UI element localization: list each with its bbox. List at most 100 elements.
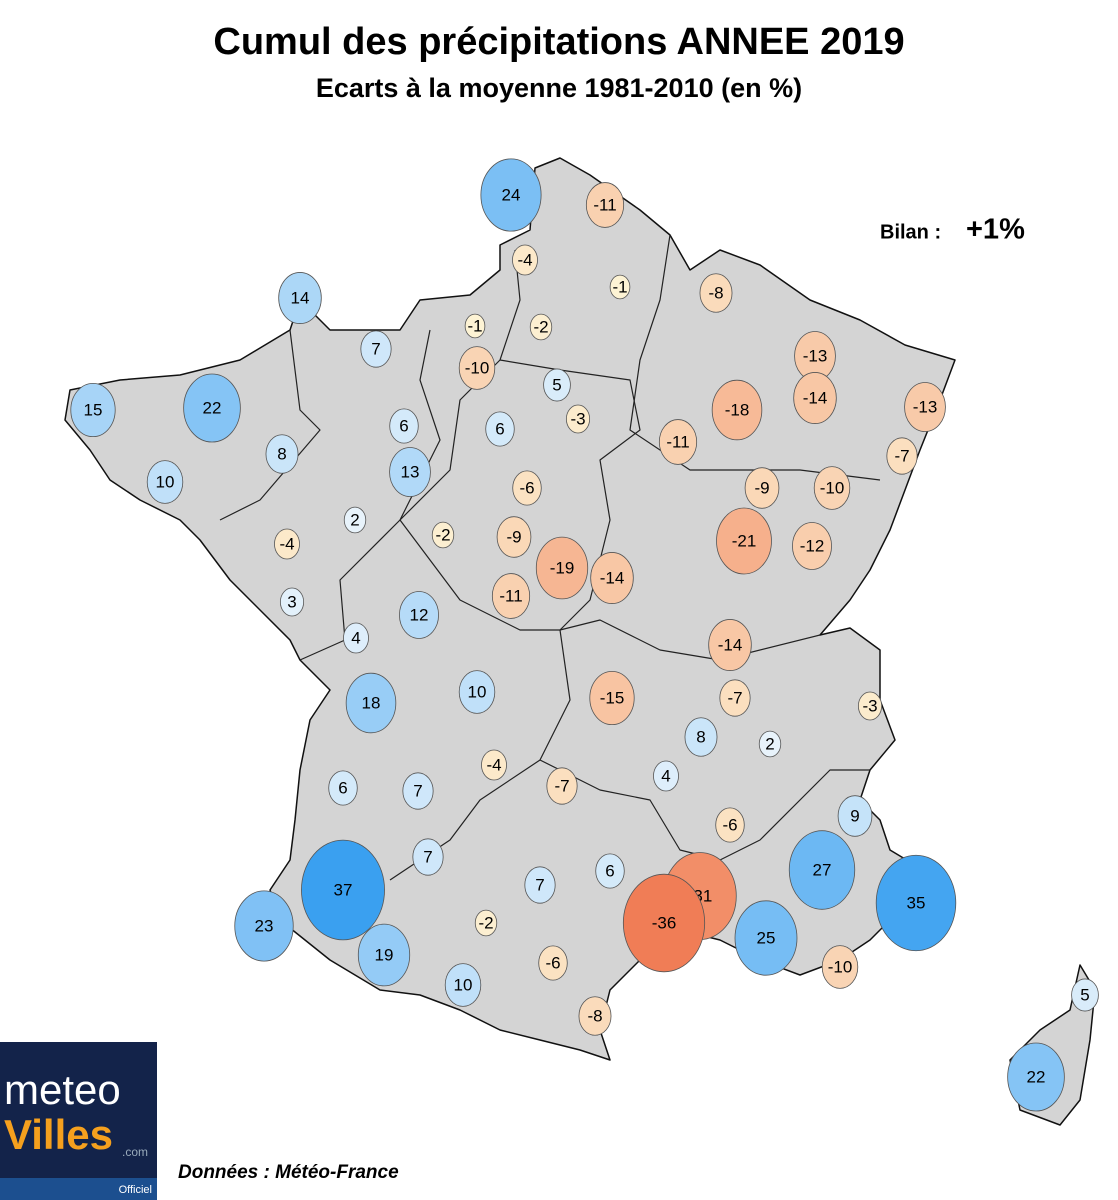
- station-bubble: [1007, 1042, 1065, 1112]
- station-value: -1: [467, 316, 482, 335]
- station-value: -12: [800, 536, 825, 555]
- station-value: 4: [661, 766, 670, 785]
- station-bubble: [464, 313, 486, 339]
- station-value: -2: [435, 525, 450, 544]
- region-border: [219, 329, 321, 521]
- station-value: 14: [291, 288, 310, 307]
- station-bubble: [716, 507, 772, 575]
- station-bubble: [431, 521, 455, 549]
- station-bubble: [234, 890, 294, 962]
- source: Données : Météo-France: [178, 1162, 399, 1183]
- station-value: -10: [828, 957, 853, 976]
- station-value: 37: [334, 880, 353, 899]
- station-bubble: [357, 923, 411, 987]
- station-bubble: [360, 330, 392, 368]
- station-value: 22: [1027, 1067, 1046, 1086]
- station-value: 5: [552, 375, 561, 394]
- station-value: -7: [554, 776, 569, 795]
- station-bubble: [699, 273, 733, 313]
- station-bubble: [653, 760, 679, 792]
- logo-line2: Villes: [4, 1111, 113, 1158]
- station-value: -10: [820, 478, 845, 497]
- station-value: 19: [375, 945, 394, 964]
- station-value: 7: [535, 875, 544, 894]
- station-value: 8: [277, 444, 286, 463]
- station-value: -9: [506, 527, 521, 546]
- station-value: -14: [803, 388, 828, 407]
- station-bubble: [837, 795, 873, 837]
- station-value: -2: [533, 317, 548, 336]
- station-value: 22: [203, 398, 222, 417]
- station-value: 12: [410, 605, 429, 624]
- region-border: [399, 519, 821, 661]
- station-bubble: [480, 158, 542, 232]
- station-bubble: [512, 470, 542, 506]
- station-bubble: [402, 772, 434, 810]
- station-bubble: [70, 382, 116, 438]
- station-bubble: [875, 854, 957, 952]
- station-value: 15: [84, 400, 103, 419]
- station-value: 10: [468, 682, 487, 701]
- station-value: -13: [913, 397, 938, 416]
- station-value: -6: [722, 815, 737, 834]
- station-bubble: [684, 717, 718, 757]
- station-bubble: [345, 672, 397, 734]
- station-value: 24: [502, 185, 521, 204]
- station-value: -14: [718, 635, 743, 654]
- station-bubble: [278, 272, 322, 324]
- station-bubble: [389, 447, 431, 497]
- station-bubble: [758, 730, 782, 758]
- station-value: 8: [696, 727, 705, 746]
- station-bubble: [585, 182, 625, 228]
- station-value: 35: [907, 893, 926, 912]
- station-bubble: [734, 900, 798, 976]
- station-value: -36: [652, 913, 677, 932]
- station-bubble: [524, 866, 556, 904]
- station-bubble: [538, 945, 568, 981]
- station-value: 18: [362, 693, 381, 712]
- station-value: -7: [894, 446, 909, 465]
- station-value: -18: [725, 400, 750, 419]
- logo-line1: meteo: [4, 1066, 121, 1113]
- region-border: [629, 234, 881, 481]
- station-value: 13: [401, 462, 420, 481]
- station-value: 6: [605, 861, 614, 880]
- station-bubble: [412, 838, 444, 876]
- station-value: -4: [279, 534, 294, 553]
- station-bubble: [546, 767, 578, 805]
- station-bubble: [857, 691, 883, 721]
- station-bubble: [458, 346, 496, 390]
- station-bubble: [279, 587, 305, 617]
- station-value: -4: [486, 755, 501, 774]
- map-shapes: [64, 157, 1096, 1126]
- station-bubble: [792, 522, 832, 570]
- station-value: -8: [708, 283, 723, 302]
- station-value: -11: [666, 432, 689, 451]
- station-value: 10: [156, 472, 175, 491]
- station-bubble: [328, 770, 358, 806]
- station-bubble: [1071, 978, 1099, 1012]
- station-value: 7: [423, 847, 432, 866]
- station-bubble: [813, 466, 851, 510]
- logo-tag: Officiel: [119, 1184, 152, 1196]
- station-bubble: [444, 963, 482, 1007]
- station-value: -3: [862, 696, 877, 715]
- station-bubble: [719, 679, 751, 717]
- station-value: 25: [757, 928, 776, 947]
- station-value: -9: [754, 478, 769, 497]
- station-bubble: [589, 670, 635, 726]
- station-value: -15: [600, 688, 625, 707]
- station-value: -4: [517, 250, 532, 269]
- station-value: 10: [454, 975, 473, 994]
- station-bubble: [146, 460, 184, 504]
- station-value: 3: [287, 592, 296, 611]
- station-bubble: [529, 313, 553, 341]
- station-value: -6: [519, 478, 534, 497]
- station-value: 6: [495, 419, 504, 438]
- station-bubble: [535, 536, 589, 600]
- station-value: 6: [399, 416, 408, 435]
- station-bubble: [343, 506, 367, 534]
- station-value: -2: [478, 913, 493, 932]
